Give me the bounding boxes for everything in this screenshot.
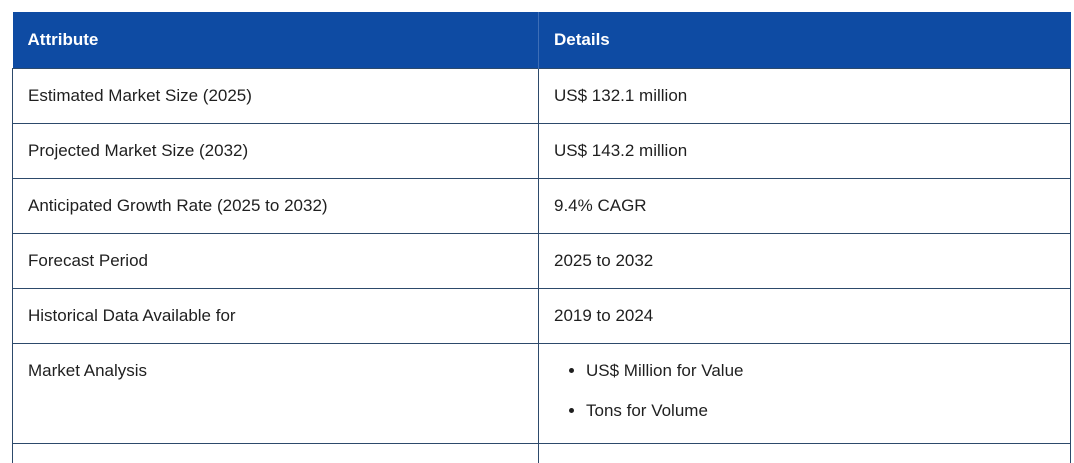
header-details: Details — [538, 12, 1071, 68]
table-row: Forecast Period 2025 to 2032 — [12, 232, 1071, 289]
details-cell: 2025 to 2032 — [538, 232, 1071, 289]
table-body: Estimated Market Size (2025) US$ 132.1 m… — [12, 67, 1071, 463]
attribute-cell: Projected Market Size (2032) — [12, 122, 539, 179]
details-cell: US$ 143.2 million — [538, 122, 1071, 179]
details-list: US$ Million for Value Tons for Volume — [554, 361, 1070, 421]
attribute-cell: Historical Data Available for — [12, 287, 539, 344]
market-summary-table-container: Attribute Details Estimated Market Size … — [12, 12, 1071, 463]
attribute-cell: Estimated Market Size (2025) — [12, 67, 539, 124]
details-cell: US$ Million for Value Tons for Volume — [538, 342, 1071, 444]
table-row: Estimated Market Size (2025) US$ 132.1 m… — [12, 67, 1071, 124]
attribute-cell: Market Analysis — [12, 342, 539, 444]
details-cell: 9.4% CAGR — [538, 177, 1071, 234]
header-row: Attribute Details — [12, 12, 1071, 68]
details-cell-empty — [538, 442, 1071, 463]
attribute-cell-empty — [12, 442, 539, 463]
list-item: Tons for Volume — [586, 401, 1070, 421]
table-row: Projected Market Size (2032) US$ 143.2 m… — [12, 122, 1071, 179]
header-attribute: Attribute — [12, 12, 539, 68]
table-row: Historical Data Available for 2019 to 20… — [12, 287, 1071, 344]
details-cell: US$ 132.1 million — [538, 67, 1071, 124]
details-cell: 2019 to 2024 — [538, 287, 1071, 344]
table-header: Attribute Details — [12, 12, 1071, 68]
market-summary-table: Attribute Details Estimated Market Size … — [12, 12, 1071, 463]
table-row-partial — [12, 442, 1071, 463]
table-row: Anticipated Growth Rate (2025 to 2032) 9… — [12, 177, 1071, 234]
table-row: Market Analysis US$ Million for Value To… — [12, 342, 1071, 444]
attribute-cell: Anticipated Growth Rate (2025 to 2032) — [12, 177, 539, 234]
attribute-cell: Forecast Period — [12, 232, 539, 289]
list-item: US$ Million for Value — [586, 361, 1070, 381]
